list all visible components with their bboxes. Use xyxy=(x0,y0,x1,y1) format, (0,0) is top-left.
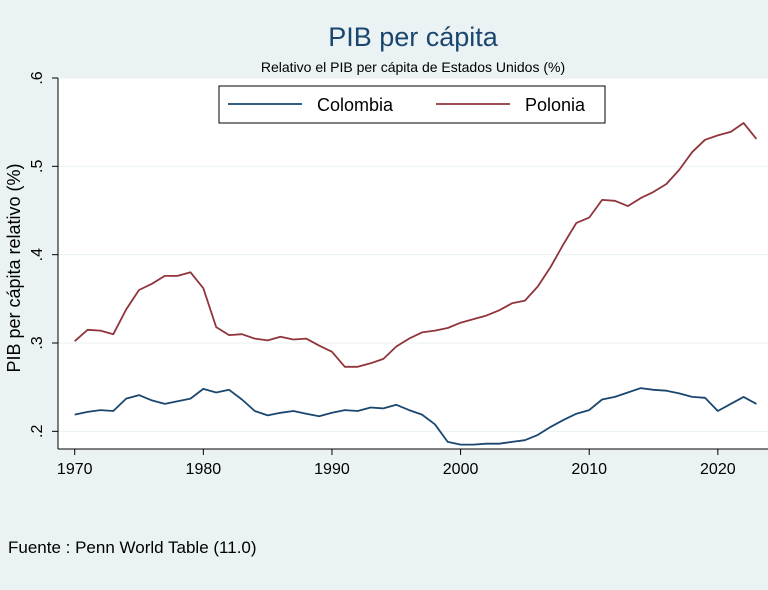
source-note: Fuente : Penn World Table (11.0) xyxy=(8,538,257,557)
x-tick-label: 2000 xyxy=(443,461,479,478)
y-tick-label: .3 xyxy=(29,336,46,349)
y-tick-label: .5 xyxy=(29,160,46,173)
chart-subtitle: Relativo el PIB per cápita de Estados Un… xyxy=(261,59,565,75)
y-tick-label: .4 xyxy=(29,248,46,261)
series-line-colombia xyxy=(74,387,757,446)
x-tick-label: 1990 xyxy=(314,461,350,478)
legend: Colombia Polonia xyxy=(218,85,606,124)
legend-label-polonia: Polonia xyxy=(525,95,586,115)
y-tick-label: .2 xyxy=(29,425,46,438)
y-axis: .2 .3 .4 .5 .6 xyxy=(29,71,59,449)
x-tick-label: 1980 xyxy=(186,461,222,478)
y-tick-label: .6 xyxy=(29,71,46,84)
chart-title: PIB per cápita xyxy=(328,22,499,52)
series-line-polonia xyxy=(74,122,758,368)
x-tick-label: 2010 xyxy=(571,461,607,478)
y-axis-label: PIB per cápita relativo (%) xyxy=(4,163,24,372)
x-tick-label: 1970 xyxy=(57,461,93,478)
series-lines xyxy=(74,122,758,446)
legend-label-colombia: Colombia xyxy=(317,95,394,115)
x-axis: 1970 1980 1990 2000 2010 2020 xyxy=(57,448,768,478)
x-tick-label: 2020 xyxy=(700,461,736,478)
gridlines xyxy=(58,77,768,432)
plot-area xyxy=(58,78,768,449)
